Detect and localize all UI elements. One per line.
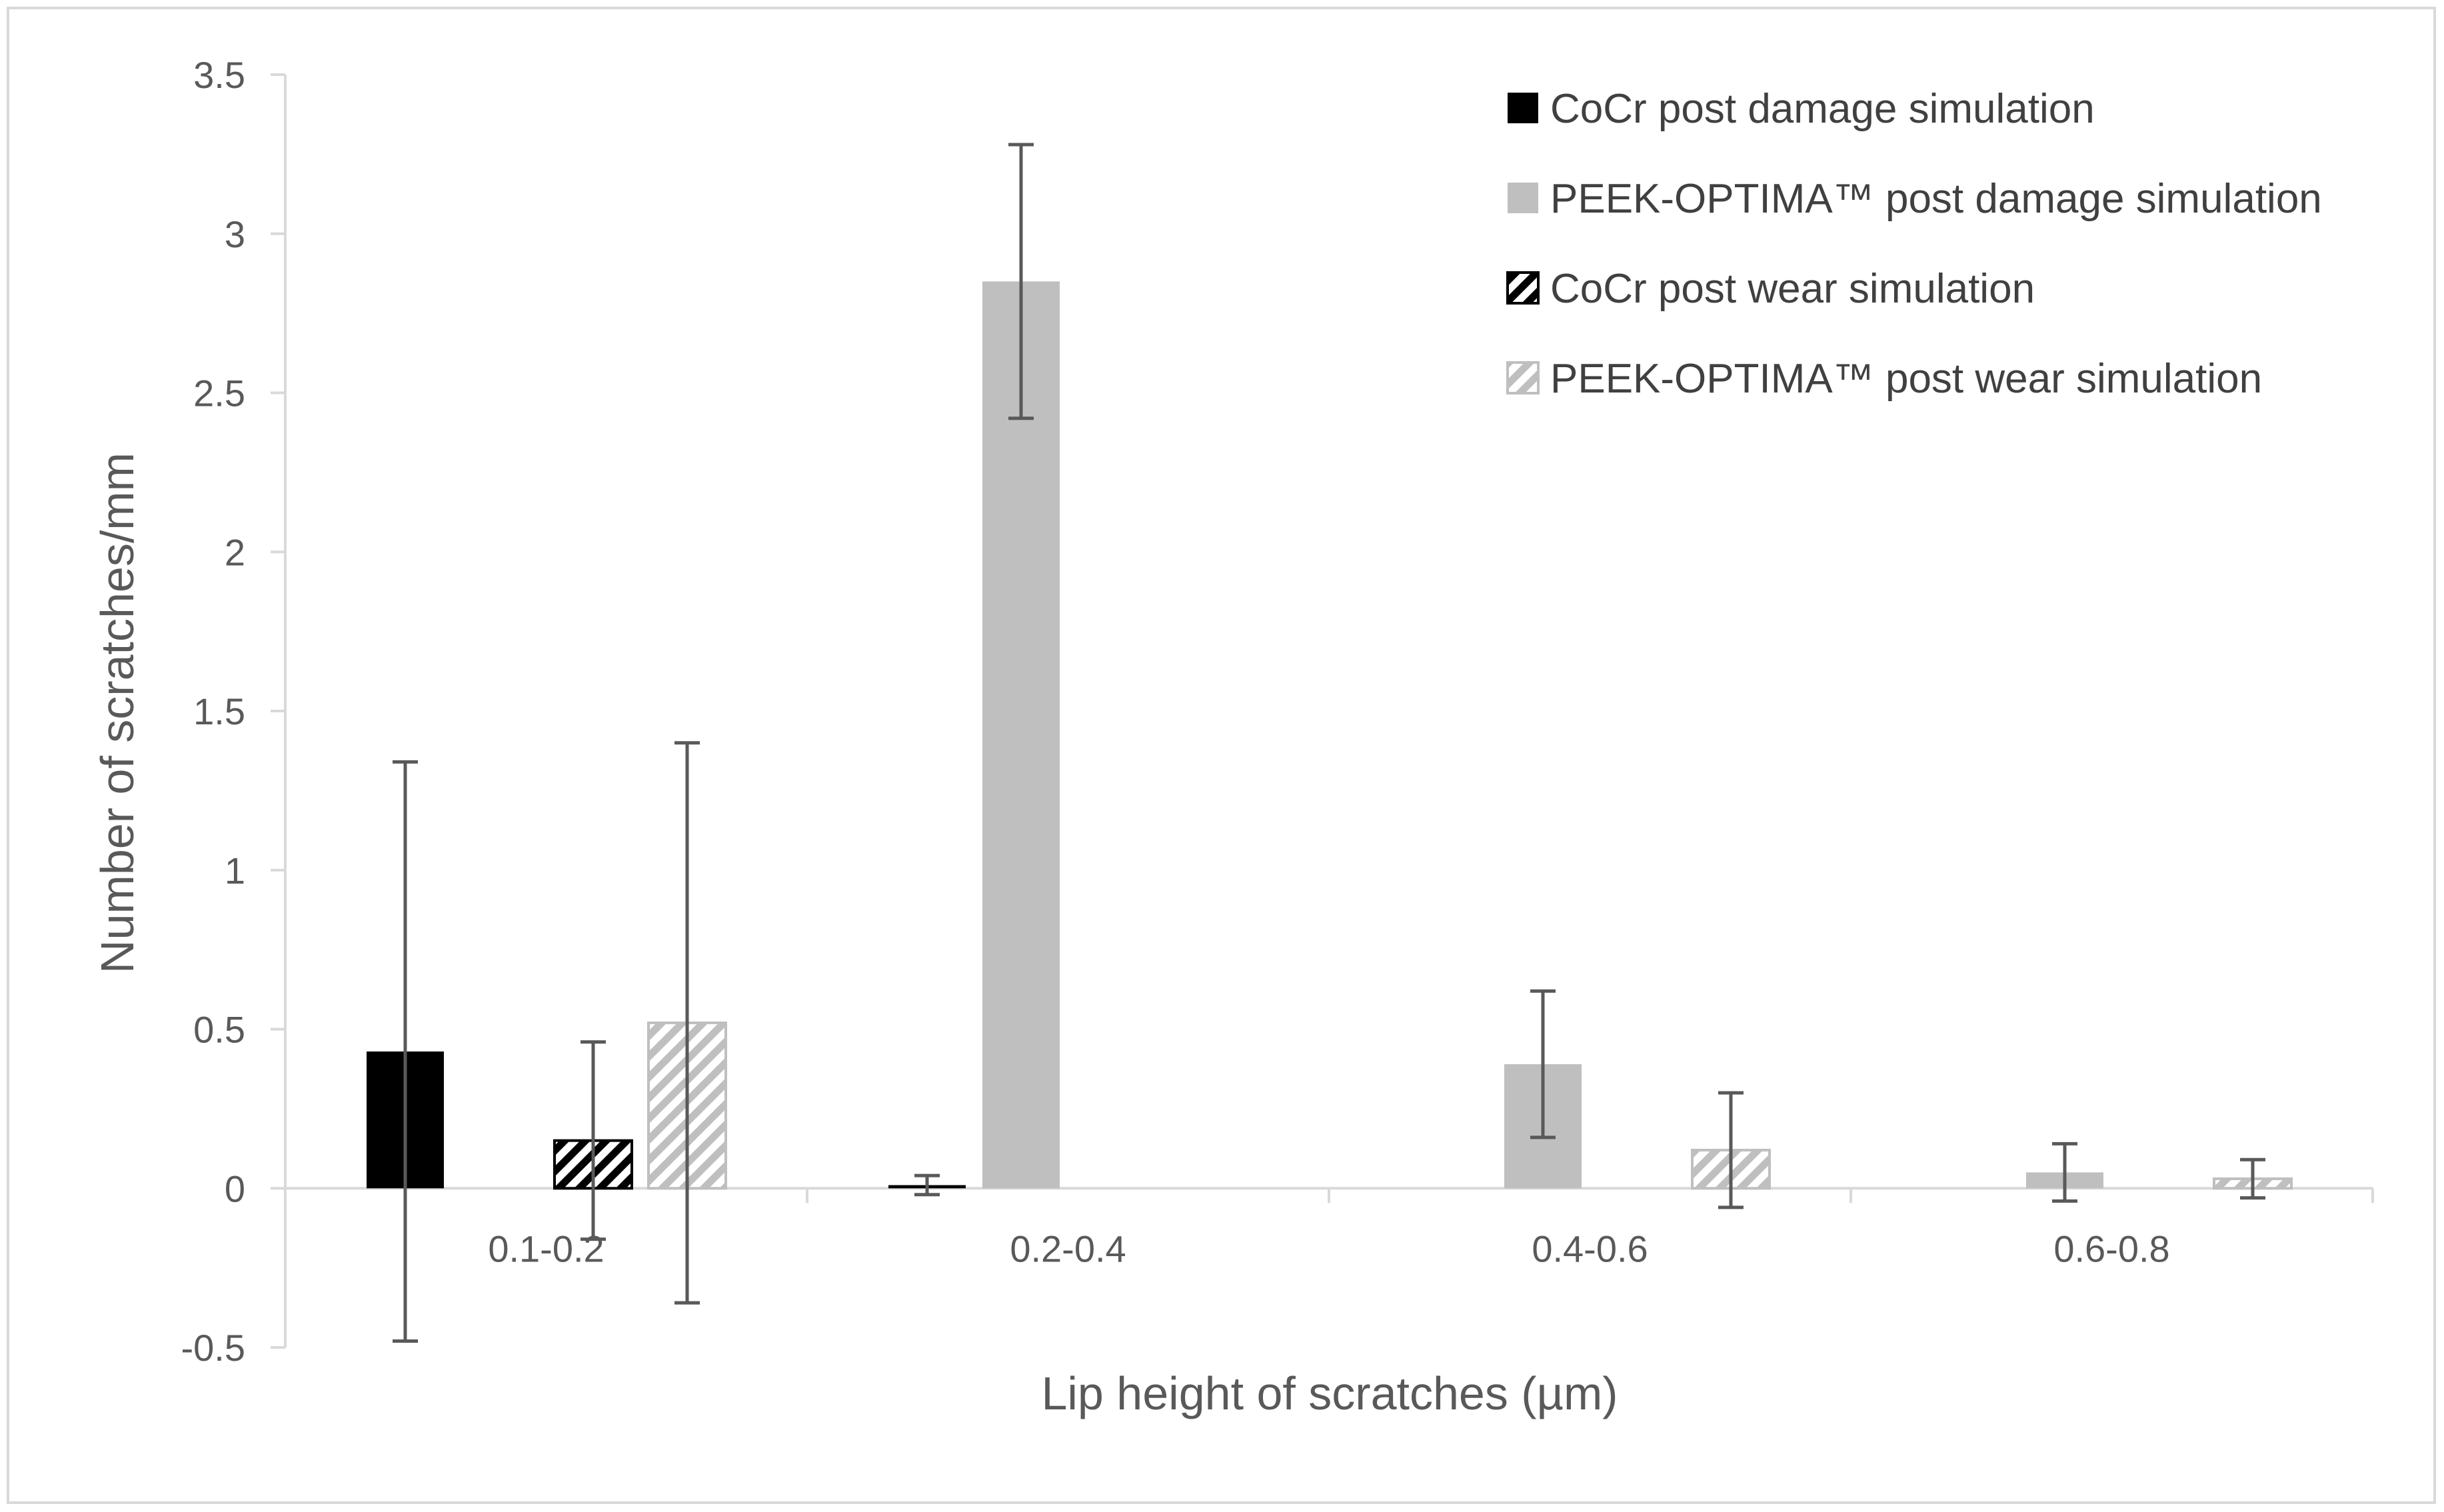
legend-swatch bbox=[1506, 271, 1540, 305]
bar-2-0.2-0.4 bbox=[982, 281, 1060, 1189]
y-tick-label: 0.5 bbox=[193, 1009, 245, 1051]
legend-label: PEEK-OPTIMA™ post wear simulation bbox=[1550, 356, 2262, 402]
legend-swatch bbox=[1508, 93, 1538, 123]
x-tick-label: 0.4-0.6 bbox=[1532, 1227, 1648, 1269]
y-tick-label: 3 bbox=[225, 213, 245, 255]
legend-label: PEEK-OPTIMA™ post damage simulation bbox=[1550, 176, 2322, 222]
legend-label: CoCr post damage simulation bbox=[1550, 86, 2095, 132]
x-tick-label: 0.1-0.2 bbox=[488, 1227, 604, 1269]
y-tick-label: 2.5 bbox=[193, 373, 245, 414]
y-tick-label: 0 bbox=[225, 1167, 245, 1209]
y-tick-label: 2 bbox=[225, 531, 245, 573]
y-tick-label: 3.5 bbox=[193, 54, 245, 96]
x-tick-label: 0.6-0.8 bbox=[2053, 1227, 2169, 1269]
y-tick-label: 1 bbox=[225, 850, 245, 892]
y-tick-label: -0.5 bbox=[181, 1327, 246, 1369]
y-tick-label: 1.5 bbox=[193, 690, 245, 732]
legend-label: CoCr post wear simulation bbox=[1550, 266, 2035, 312]
chart-frame bbox=[7, 7, 2436, 1504]
y-axis-title: Number of scratches/mm bbox=[91, 452, 143, 974]
x-tick-label: 0.2-0.4 bbox=[1010, 1227, 1126, 1269]
legend-swatch bbox=[1506, 361, 1540, 394]
x-axis-title: Lip height of scratches (µm) bbox=[1041, 1367, 1618, 1419]
legend-swatch bbox=[1508, 183, 1538, 213]
